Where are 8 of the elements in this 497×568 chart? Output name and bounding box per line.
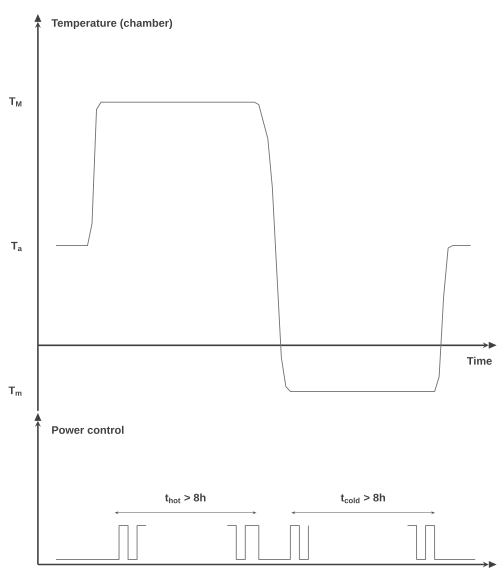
text: T$_{M}$ — [9, 97, 22, 106]
y-axis-title: Power control — [52, 426, 124, 434]
text: t$_{hot}$ > 8h — [165, 493, 206, 504]
text: T$_{m}$ — [8, 386, 22, 396]
text: T$_{a}$ — [11, 242, 22, 252]
text: t$_{cold}$ > 8h — [340, 493, 386, 504]
x-axis-title: Time — [467, 356, 492, 365]
y-axis-title: Temperature (chamber) — [52, 18, 172, 30]
